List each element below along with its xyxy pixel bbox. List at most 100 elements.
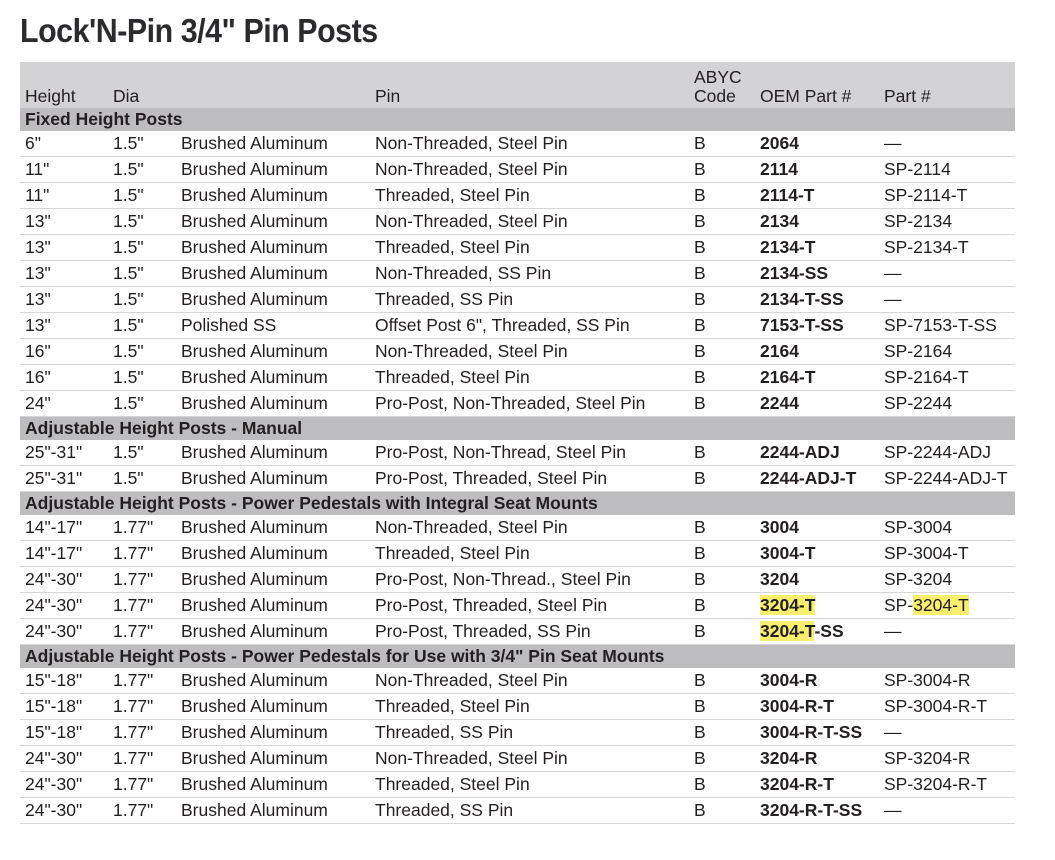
cell-part: — (879, 131, 1015, 157)
cell-part: SP-3004-R (879, 668, 1015, 694)
cell-height: 24"-30" (20, 745, 108, 772)
cell-height: 14"-17" (20, 515, 108, 541)
section-title: Fixed Height Posts (20, 108, 1015, 131)
cell-part: — (879, 260, 1015, 287)
header-part: Part # (879, 62, 1015, 108)
table-row: 24" 1.5" Brushed Aluminum Pro-Post, Non-Thr… (20, 390, 1015, 417)
cell-pin: Pro-Post, Non-Threaded, Steel Pin (370, 390, 689, 417)
cell-oem-part: 3004-R (755, 668, 879, 694)
part-text: 2114 (760, 159, 798, 179)
cell-height: 24"-30" (20, 618, 108, 645)
cell-oem-part: 3204 (755, 566, 879, 593)
table-row: 13" 1.5" Brushed Aluminum Non-Threaded, Ste… (20, 208, 1015, 235)
cell-material: Brushed Aluminum (176, 131, 370, 157)
section-row: Adjustable Height Posts - Manual (20, 416, 1015, 440)
table-row: 24"-30" 1.77" Brushed Aluminum Non-Threaded… (20, 745, 1015, 772)
table-row: 11" 1.5" Brushed Aluminum Threaded, Steel P… (20, 182, 1015, 209)
cell-oem-part: 3204-R (755, 745, 879, 772)
cell-oem-part: 2064 (755, 131, 879, 157)
cell-part: — (879, 797, 1015, 824)
cell-material: Brushed Aluminum (176, 668, 370, 694)
table-row: 14"-17" 1.77" Brushed Aluminum Non-Threaded… (20, 515, 1015, 541)
cell-abyc-code: B (689, 338, 755, 365)
part-text: 2244-ADJ (760, 442, 840, 462)
part-text: — (884, 289, 902, 309)
cell-dia: 1.5" (108, 156, 176, 183)
cell-dia: 1.5" (108, 364, 176, 391)
part-text: 2134-T (760, 237, 816, 257)
cell-material: Brushed Aluminum (176, 440, 370, 466)
cell-abyc-code: B (689, 668, 755, 694)
part-text: 3004-R (760, 670, 818, 690)
table-row: 6" 1.5" Brushed Aluminum Non-Threaded, Stee… (20, 131, 1015, 157)
cell-part: — (879, 719, 1015, 746)
cell-part: SP-2134-T (879, 234, 1015, 261)
cell-material: Brushed Aluminum (176, 234, 370, 261)
part-text: 2244 (760, 393, 799, 413)
part-text: -SS (814, 621, 844, 641)
cell-pin: Pro-Post, Threaded, Steel Pin (370, 465, 689, 492)
part-text: SP-2134 (884, 211, 953, 231)
cell-pin: Threaded, Steel Pin (370, 771, 689, 798)
cell-dia: 1.5" (108, 286, 176, 313)
part-text: 2164 (760, 341, 799, 361)
cell-height: 13" (20, 286, 108, 313)
section-title: Adjustable Height Posts - Power Pedestal… (20, 491, 1015, 515)
cell-height: 13" (20, 312, 108, 339)
cell-height: 11" (20, 156, 108, 183)
cell-height: 25"-31" (20, 440, 108, 466)
header-pin: Pin (370, 62, 689, 108)
cell-oem-part: 7153-T-SS (755, 312, 879, 339)
cell-abyc-code: B (689, 234, 755, 261)
cell-part: SP-2244 (879, 390, 1015, 417)
cell-material: Brushed Aluminum (176, 797, 370, 824)
cell-pin: Threaded, Steel Pin (370, 693, 689, 720)
part-text: SP-3004-R-T (884, 696, 988, 716)
cell-material: Brushed Aluminum (176, 592, 370, 619)
cell-abyc-code: B (689, 592, 755, 619)
cell-material: Brushed Aluminum (176, 465, 370, 492)
cell-dia: 1.5" (108, 260, 176, 287)
cell-dia: 1.5" (108, 131, 176, 157)
cell-material: Brushed Aluminum (176, 390, 370, 417)
cell-abyc-code: B (689, 745, 755, 772)
part-text: — (884, 621, 902, 641)
cell-abyc-code: B (689, 260, 755, 287)
cell-material: Brushed Aluminum (176, 719, 370, 746)
cell-abyc-code: B (689, 693, 755, 720)
part-text: 7153-T-SS (760, 315, 844, 335)
cell-part: — (879, 286, 1015, 313)
part-text: SP-3004-T (884, 543, 969, 563)
cell-oem-part: 2244 (755, 390, 879, 417)
cell-material: Brushed Aluminum (176, 286, 370, 313)
cell-pin: Offset Post 6", Threaded, SS Pin (370, 312, 689, 339)
cell-height: 24"-30" (20, 797, 108, 824)
cell-abyc-code: B (689, 515, 755, 541)
part-text: SP-2114 (884, 159, 951, 179)
cell-material: Polished SS (176, 312, 370, 339)
cell-part: SP-2244-ADJ-T (879, 465, 1015, 492)
part-text: SP-2134-T (884, 237, 969, 257)
part-text: 2064 (760, 133, 799, 153)
part-text: — (884, 263, 902, 283)
part-text: 2164-T (760, 367, 816, 387)
cell-dia: 1.5" (108, 390, 176, 417)
cell-abyc-code: B (689, 771, 755, 798)
cell-material: Brushed Aluminum (176, 338, 370, 365)
cell-oem-part: 3204-R-T-SS (755, 797, 879, 824)
cell-height: 24"-30" (20, 592, 108, 619)
section-title: Adjustable Height Posts - Power Pedestal… (20, 644, 1015, 668)
part-text: 3004-R-T (760, 696, 834, 716)
table-row: 13" 1.5" Polished SS Offset Post 6", Thread… (20, 312, 1015, 339)
cell-abyc-code: B (689, 312, 755, 339)
part-text: 2134 (760, 211, 799, 231)
table-row: 15"-18" 1.77" Brushed Aluminum Non-Threaded… (20, 668, 1015, 694)
page-title: Lock'N-Pin 3/4" Pin Posts (20, 12, 378, 49)
part-text: SP-2244 (884, 393, 953, 413)
cell-oem-part: 2244-ADJ-T (755, 465, 879, 492)
cell-oem-part: 2134-SS (755, 260, 879, 287)
cell-oem-part: 2164-T (755, 364, 879, 391)
table-row: 24"-30" 1.77" Brushed Aluminum Pro-Post, Th… (20, 592, 1015, 619)
table-row: 11" 1.5" Brushed Aluminum Non-Threaded, Ste… (20, 156, 1015, 183)
part-text: SP-3204-R-T (884, 774, 988, 794)
